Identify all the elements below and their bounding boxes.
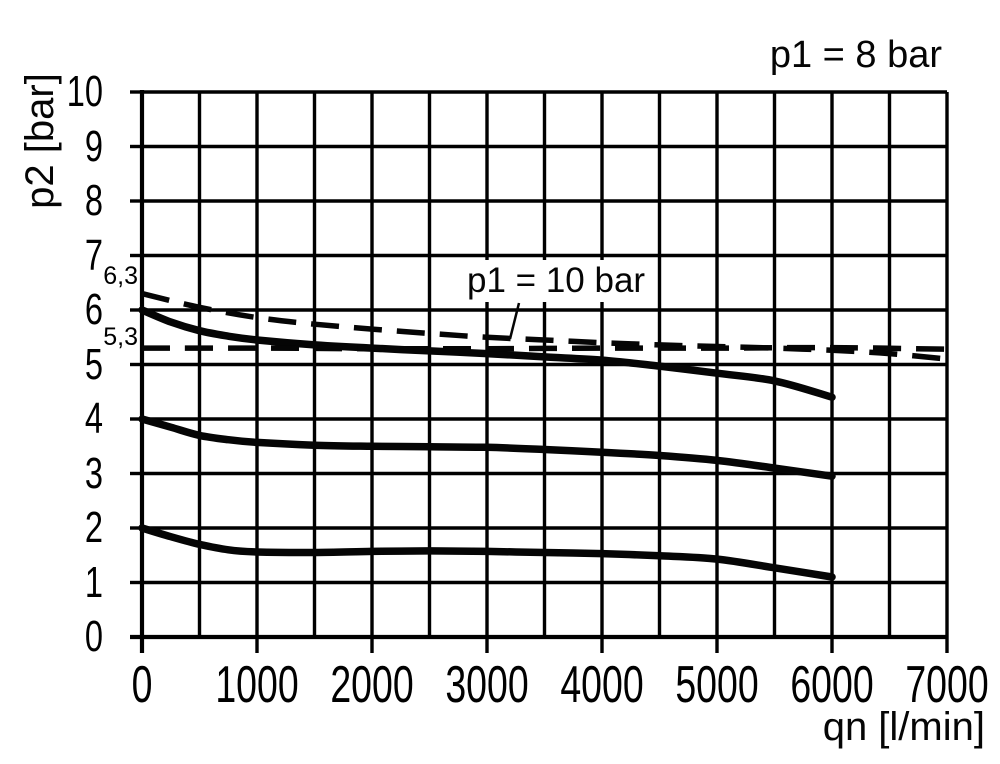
grid-lines <box>140 90 949 639</box>
solid-curve <box>138 524 836 581</box>
x-tick-label: 5000 <box>675 656 759 714</box>
dashed-curve <box>142 344 948 352</box>
y-extra-label: 6,3 <box>103 262 138 290</box>
y-tick-label: 3 <box>84 448 103 498</box>
y-tick-label: 7 <box>84 230 103 280</box>
solid-curve <box>138 415 836 480</box>
y-tick-label: 2 <box>84 503 103 552</box>
y-tick-label: 9 <box>84 121 103 171</box>
axes-and-ticks <box>130 90 949 653</box>
y-tick-label: 1 <box>84 557 103 607</box>
chart-title-p1-8-bar: p1 = 8 bar <box>769 34 942 76</box>
x-tick-label: 2000 <box>330 656 414 714</box>
x-tick-label: 4000 <box>560 656 644 714</box>
y-tick-label: 5 <box>84 339 103 389</box>
x-tick-label: 7000 <box>905 656 989 714</box>
x-tick-label: 3000 <box>445 656 529 714</box>
y-tick-label: 10 <box>66 67 103 116</box>
y-tick-label: 6 <box>84 285 103 334</box>
annotation-p1-10-bar: p1 = 10 bar <box>460 260 653 302</box>
x-tick-label: 1000 <box>215 656 299 714</box>
x-tick-label: 0 <box>131 656 153 714</box>
dashed-curve <box>141 290 948 362</box>
solid-curve <box>138 306 836 401</box>
y-extra-label: 5,3 <box>103 323 138 351</box>
y-tick-label: 8 <box>84 176 103 225</box>
y-tick-label: 4 <box>84 394 103 443</box>
annotation-leader-line <box>508 302 521 340</box>
y-tick-label: 0 <box>84 612 103 661</box>
x-axis-title: qn [l/min] <box>822 705 985 749</box>
data-curves <box>138 290 948 581</box>
x-tick-label: 6000 <box>790 656 874 714</box>
